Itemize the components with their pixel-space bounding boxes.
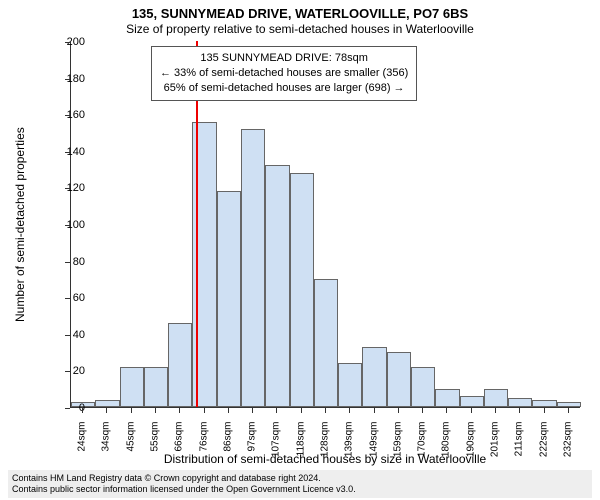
- x-tick-mark: [374, 408, 375, 413]
- x-tick-mark: [471, 408, 472, 413]
- y-tick-mark: [65, 408, 70, 409]
- y-tick-label: 180: [55, 73, 85, 85]
- x-tick-label: 232sqm: [562, 422, 573, 472]
- y-tick-mark: [65, 371, 70, 372]
- plot-area: 135 SUNNYMEAD DRIVE: 78sqm ← 33% of semi…: [70, 42, 580, 408]
- x-tick-label: 45sqm: [125, 422, 136, 472]
- x-tick-mark: [398, 408, 399, 413]
- y-tick-mark: [65, 42, 70, 43]
- footer-line-1: Contains HM Land Registry data © Crown c…: [12, 473, 588, 484]
- y-tick-label: 60: [55, 292, 85, 304]
- x-tick-label: 139sqm: [344, 422, 355, 472]
- x-tick-label: 118sqm: [295, 422, 306, 472]
- bar: [290, 173, 314, 407]
- x-tick-label: 34sqm: [101, 422, 112, 472]
- footer-line-2: Contains public sector information licen…: [12, 484, 588, 495]
- y-tick-label: 120: [55, 182, 85, 194]
- x-tick-mark: [82, 408, 83, 413]
- y-tick-label: 80: [55, 256, 85, 268]
- bar: [217, 191, 241, 407]
- x-tick-mark: [325, 408, 326, 413]
- y-tick-label: 40: [55, 329, 85, 341]
- footer: Contains HM Land Registry data © Crown c…: [8, 470, 592, 499]
- bar: [362, 347, 386, 407]
- x-tick-mark: [349, 408, 350, 413]
- y-tick-label: 140: [55, 146, 85, 158]
- x-tick-mark: [228, 408, 229, 413]
- bar: [435, 389, 459, 407]
- y-tick-mark: [65, 152, 70, 153]
- bar: [168, 323, 192, 407]
- x-tick-label: 66sqm: [174, 422, 185, 472]
- bar: [557, 402, 581, 407]
- y-tick-mark: [65, 335, 70, 336]
- x-tick-mark: [519, 408, 520, 413]
- y-tick-mark: [65, 115, 70, 116]
- bar: [95, 400, 119, 407]
- bar: [314, 279, 338, 407]
- x-tick-label: 170sqm: [417, 422, 428, 472]
- x-tick-mark: [131, 408, 132, 413]
- bar: [532, 400, 556, 407]
- x-tick-label: 55sqm: [150, 422, 161, 472]
- x-tick-mark: [422, 408, 423, 413]
- x-tick-label: 128sqm: [320, 422, 331, 472]
- bar: [120, 367, 144, 407]
- bar: [241, 129, 265, 407]
- y-tick-mark: [65, 79, 70, 80]
- x-tick-mark: [179, 408, 180, 413]
- x-tick-mark: [446, 408, 447, 413]
- x-tick-mark: [301, 408, 302, 413]
- bar: [265, 165, 289, 407]
- x-tick-label: 159sqm: [392, 422, 403, 472]
- y-tick-mark: [65, 298, 70, 299]
- x-tick-mark: [568, 408, 569, 413]
- x-tick-label: 222sqm: [538, 422, 549, 472]
- x-tick-label: 97sqm: [247, 422, 258, 472]
- info-box: 135 SUNNYMEAD DRIVE: 78sqm ← 33% of semi…: [151, 46, 417, 101]
- info-line-2: ← 33% of semi-detached houses are smalle…: [160, 66, 408, 81]
- x-tick-label: 180sqm: [441, 422, 452, 472]
- y-tick-mark: [65, 225, 70, 226]
- x-tick-label: 24sqm: [77, 422, 88, 472]
- bar: [338, 363, 362, 407]
- y-axis-label: Number of semi-detached properties: [10, 42, 30, 408]
- y-tick-mark: [65, 262, 70, 263]
- x-tick-label: 211sqm: [514, 422, 525, 472]
- y-tick-label: 100: [55, 219, 85, 231]
- x-tick-label: 201sqm: [490, 422, 501, 472]
- y-tick-label: 160: [55, 109, 85, 121]
- bar: [460, 396, 484, 407]
- bar: [411, 367, 435, 407]
- bar: [144, 367, 168, 407]
- x-tick-label: 149sqm: [368, 422, 379, 472]
- bar: [387, 352, 411, 407]
- x-tick-mark: [204, 408, 205, 413]
- y-tick-label: 200: [55, 36, 85, 48]
- x-tick-mark: [252, 408, 253, 413]
- x-tick-mark: [276, 408, 277, 413]
- info-line-3: 65% of semi-detached houses are larger (…: [160, 81, 408, 96]
- x-tick-label: 107sqm: [271, 422, 282, 472]
- x-tick-label: 76sqm: [198, 422, 209, 472]
- bar: [484, 389, 508, 407]
- x-tick-label: 190sqm: [465, 422, 476, 472]
- chart-title-main: 135, SUNNYMEAD DRIVE, WATERLOOVILLE, PO7…: [0, 6, 600, 21]
- y-tick-mark: [65, 188, 70, 189]
- y-tick-label: 0: [55, 402, 85, 414]
- chart-title-sub: Size of property relative to semi-detach…: [0, 22, 600, 36]
- x-tick-label: 86sqm: [222, 422, 233, 472]
- info-line-1: 135 SUNNYMEAD DRIVE: 78sqm: [160, 51, 408, 66]
- x-tick-mark: [495, 408, 496, 413]
- y-tick-label: 20: [55, 365, 85, 377]
- bar: [508, 398, 532, 407]
- x-tick-mark: [106, 408, 107, 413]
- x-tick-mark: [155, 408, 156, 413]
- x-tick-mark: [544, 408, 545, 413]
